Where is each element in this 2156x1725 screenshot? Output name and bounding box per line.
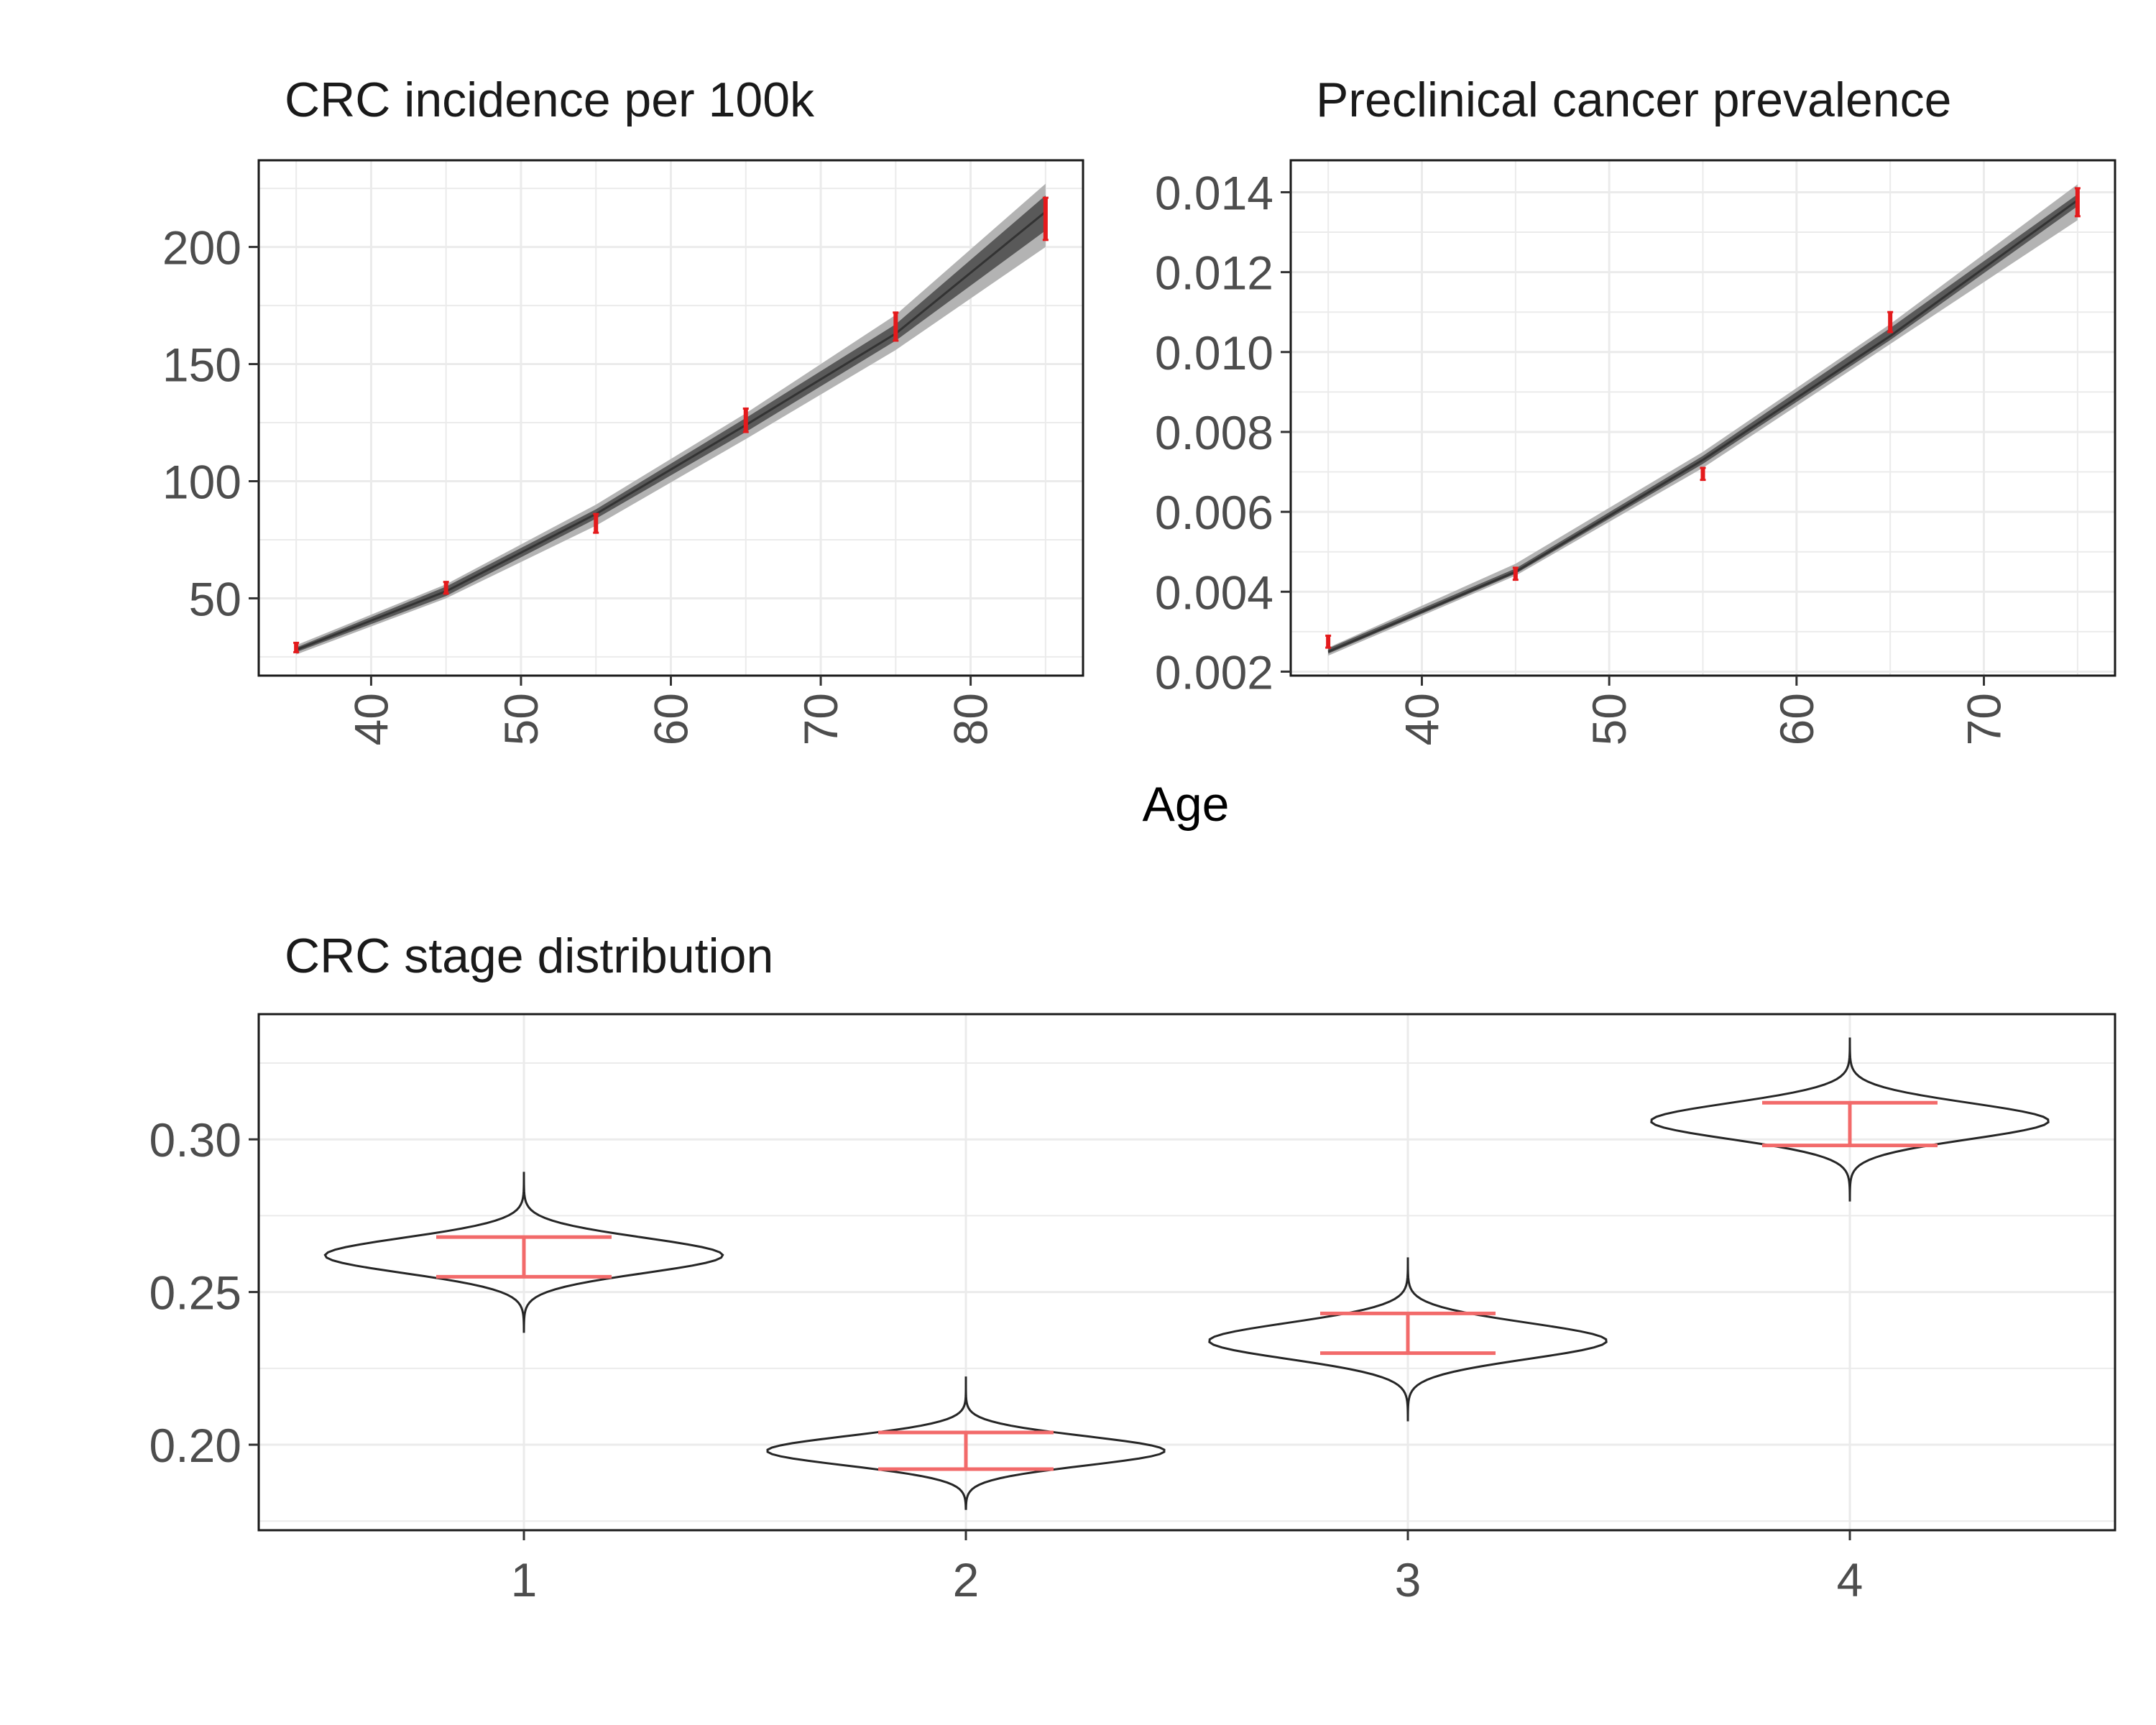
model-median-line: [295, 211, 1046, 651]
y-tick-label: 0.30: [149, 1113, 241, 1167]
y-tick-label: 150: [162, 339, 241, 392]
model-median-line: [1327, 199, 2078, 653]
y-tick-label: 0.012: [1155, 247, 1273, 300]
prevalence-plot-area: 0.002 0.004 0.006 0.008 0.010 0.012 0.014 40 50 6…: [1155, 159, 2116, 745]
stage-title: CRC stage distribution: [285, 929, 773, 983]
x-tick-label: 40: [344, 693, 397, 745]
x-tick-label: 2: [953, 1553, 980, 1606]
incidence-plot-area: 50 100 150 200 40 50 60 70 80: [162, 159, 1084, 745]
x-tick-label: 80: [944, 693, 998, 745]
y-tick-label: 50: [189, 572, 241, 625]
x-tick-label: 1: [511, 1553, 538, 1606]
x-tick-label: 50: [494, 693, 548, 745]
prevalence-title: Preclinical cancer prevalence: [1316, 73, 1951, 127]
prevalence-panel: Preclinical cancer prevalence 0.002 0.004…: [1155, 73, 2116, 745]
y-tick-label: 0.008: [1155, 406, 1273, 459]
y-tick-label: 0.002: [1155, 645, 1273, 699]
stage-plot-area: 0.20 0.25 0.30 1 2 3 4: [149, 1013, 2116, 1606]
y-tick-label: 200: [162, 221, 241, 275]
incidence-panel: CRC incidence per 100k 50 100 150 200 40 50 60…: [162, 73, 1084, 745]
y-tick-label: 0.014: [1155, 166, 1273, 219]
x-tick-label: 60: [645, 693, 698, 745]
x-tick-label: 50: [1583, 693, 1636, 745]
violin-shape: [323, 1172, 724, 1333]
x-tick-label: 40: [1395, 693, 1448, 745]
violin-shape: [766, 1377, 1166, 1510]
x-tick-label: 70: [794, 693, 847, 745]
panel-border: [1289, 159, 2116, 677]
y-tick-label: 0.010: [1155, 326, 1273, 380]
incidence-title: CRC incidence per 100k: [285, 73, 815, 127]
y-tick-label: 100: [162, 455, 241, 508]
y-tick-label: 0.006: [1155, 486, 1273, 539]
y-tick-label: 0.20: [149, 1419, 241, 1472]
panel-border: [257, 1013, 2116, 1532]
x-tick-label: 70: [1958, 693, 2011, 745]
violin-shape: [1208, 1257, 1608, 1422]
x-tick-label: 3: [1395, 1553, 1422, 1606]
stage-panel: CRC stage distribution 0.20 0.25 0.30 1 2 3 4: [149, 929, 2116, 1606]
x-tick-label: 4: [1837, 1553, 1864, 1606]
y-tick-label: 0.004: [1155, 566, 1273, 619]
age-axis-label: Age: [1143, 777, 1230, 832]
y-tick-label: 0.25: [149, 1266, 241, 1320]
x-tick-label: 60: [1770, 693, 1823, 745]
